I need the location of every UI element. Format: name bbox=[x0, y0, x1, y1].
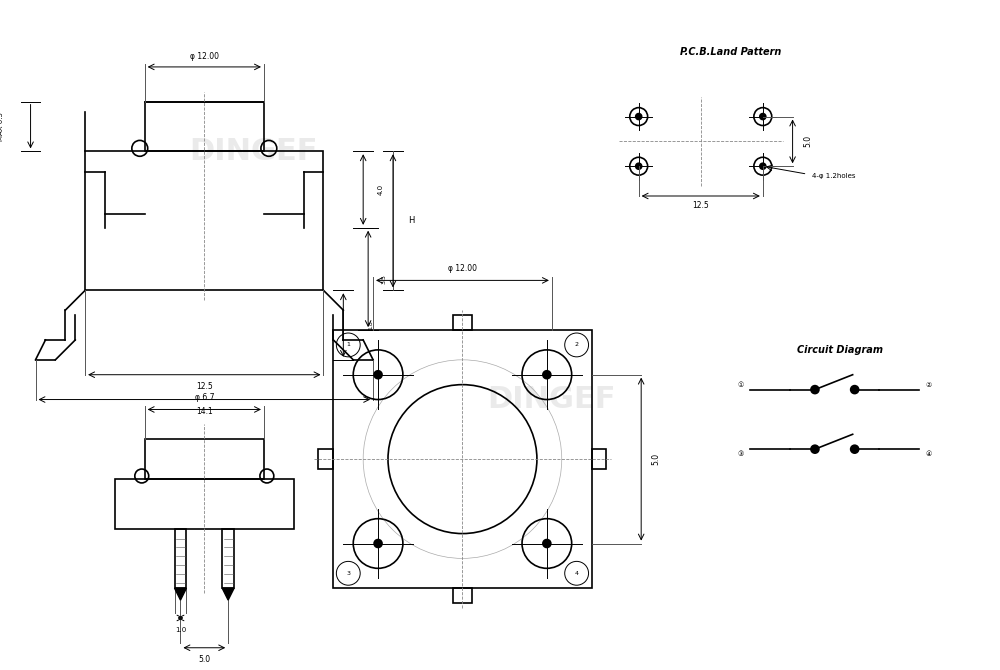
Bar bbox=[453, 588, 472, 603]
Circle shape bbox=[811, 386, 819, 393]
Text: ②: ② bbox=[926, 382, 932, 388]
Text: H: H bbox=[408, 216, 414, 225]
Bar bbox=[592, 449, 606, 469]
Text: 3.5: 3.5 bbox=[381, 274, 386, 284]
Text: DINGEF: DINGEF bbox=[488, 385, 616, 414]
Text: φ 12.00: φ 12.00 bbox=[448, 264, 477, 273]
Bar bbox=[453, 315, 472, 330]
Text: φ 12.00: φ 12.00 bbox=[190, 52, 219, 62]
Circle shape bbox=[760, 163, 766, 170]
Text: 12.5: 12.5 bbox=[692, 202, 709, 210]
Bar bbox=[222, 529, 234, 588]
Polygon shape bbox=[175, 588, 186, 600]
Bar bbox=[145, 102, 264, 151]
Circle shape bbox=[851, 386, 859, 393]
Bar bbox=[115, 479, 294, 529]
Text: ④: ④ bbox=[926, 451, 932, 457]
Text: 3: 3 bbox=[346, 571, 350, 576]
Text: Circuit Diagram: Circuit Diagram bbox=[797, 345, 883, 355]
Text: ③: ③ bbox=[737, 451, 744, 457]
Text: 4: 4 bbox=[575, 571, 579, 576]
Circle shape bbox=[760, 114, 766, 119]
Text: 5.0: 5.0 bbox=[803, 135, 812, 147]
Bar bbox=[318, 449, 333, 469]
Text: φ 6.7: φ 6.7 bbox=[195, 393, 214, 402]
Text: 4.0: 4.0 bbox=[378, 184, 384, 195]
Circle shape bbox=[543, 371, 551, 379]
Text: 1: 1 bbox=[346, 342, 350, 348]
Text: 14.1: 14.1 bbox=[196, 407, 213, 416]
Circle shape bbox=[636, 163, 642, 170]
Circle shape bbox=[543, 539, 551, 547]
Text: 5.0: 5.0 bbox=[198, 655, 210, 664]
Text: 2: 2 bbox=[575, 342, 579, 348]
Circle shape bbox=[374, 539, 382, 547]
Text: MAX 0.5: MAX 0.5 bbox=[0, 112, 4, 141]
Bar bbox=[333, 330, 592, 588]
Text: DINGEF: DINGEF bbox=[190, 137, 318, 165]
Circle shape bbox=[636, 114, 642, 119]
Bar bbox=[175, 529, 186, 588]
Text: 4-φ 1.2holes: 4-φ 1.2holes bbox=[812, 173, 856, 179]
Text: ①: ① bbox=[737, 382, 744, 388]
Polygon shape bbox=[222, 588, 234, 600]
Text: P.C.B.Land Pattern: P.C.B.Land Pattern bbox=[680, 47, 781, 57]
Circle shape bbox=[851, 445, 859, 453]
Bar bbox=[85, 151, 323, 290]
Circle shape bbox=[811, 445, 819, 453]
Text: 1.0: 1.0 bbox=[175, 627, 186, 633]
Circle shape bbox=[374, 371, 382, 379]
Text: 12.5: 12.5 bbox=[196, 382, 213, 391]
Text: 1.8: 1.8 bbox=[368, 320, 373, 330]
Text: 5.0: 5.0 bbox=[652, 453, 661, 465]
Bar bbox=[145, 440, 264, 479]
